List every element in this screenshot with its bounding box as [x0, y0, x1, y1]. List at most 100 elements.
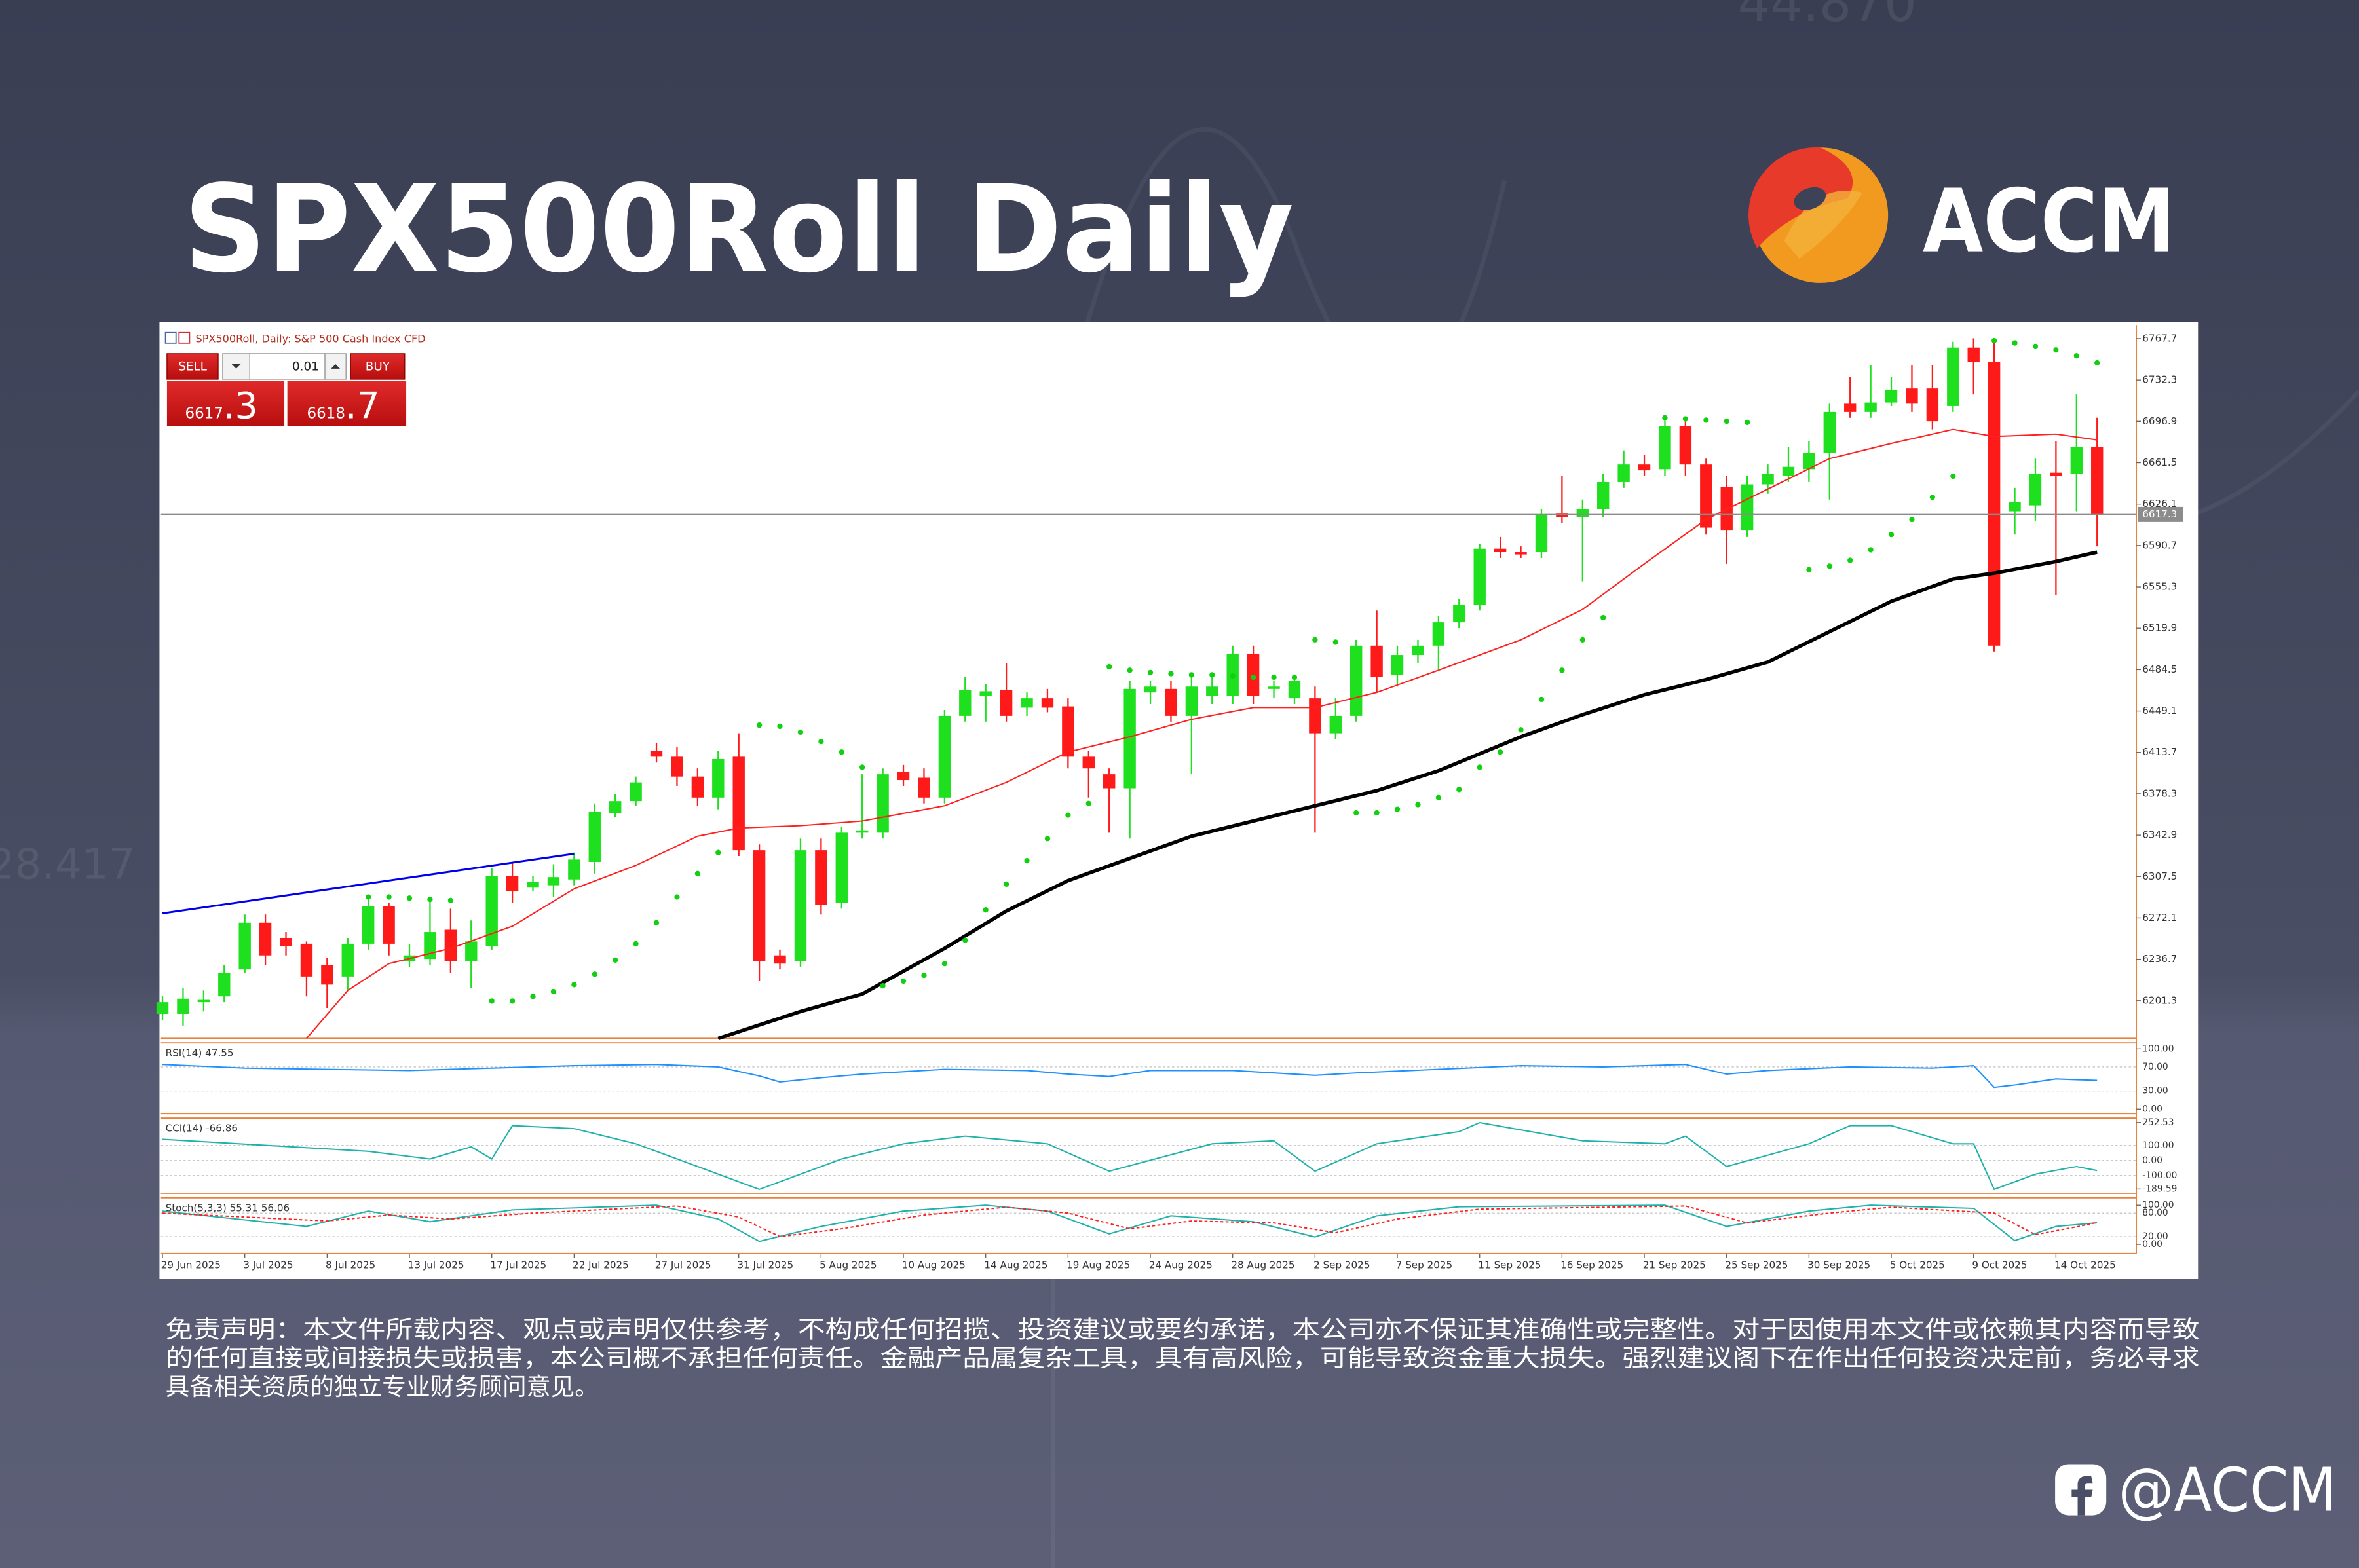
sar-dot	[447, 897, 453, 903]
candle-body	[2009, 502, 2021, 512]
sar-dot	[1662, 415, 1668, 420]
candle-body	[1021, 698, 1033, 708]
chart-window	[159, 322, 2199, 1279]
sar-dot	[366, 894, 371, 900]
x-tick-label: 21 Sep 2025	[1643, 1260, 1706, 1271]
price-tag	[2138, 506, 2183, 522]
y-tick-label: 6272.1	[2142, 912, 2177, 924]
sar-dot	[921, 972, 927, 979]
candle-body	[959, 690, 972, 716]
price-tag-label: 6617.3	[2142, 508, 2177, 520]
disclaimer: 免责声明：本文件所载内容、观点或声明仅供参考，不构成任何招揽、投资建议或要约承诺…	[166, 1315, 2200, 1400]
candle-body	[1453, 605, 1465, 623]
candle-body	[1679, 426, 1692, 465]
sar-dot	[983, 907, 989, 913]
x-tick-label: 7 Sep 2025	[1396, 1260, 1452, 1271]
chart-title: SPX500Roll, Daily: S&P 500 Cash Index CF…	[196, 333, 426, 345]
y-tick-label: 6449.1	[2142, 705, 2177, 717]
y-tick-label: -100.00	[2142, 1170, 2177, 1181]
sar-dot	[715, 849, 721, 855]
candle-body	[1144, 686, 1157, 693]
candle-body	[1638, 464, 1651, 471]
sar-dot	[2073, 353, 2079, 359]
candle-body	[1041, 698, 1054, 708]
buy-price-box[interactable]	[287, 381, 407, 426]
x-tick-label: 28 Aug 2025	[1231, 1260, 1294, 1271]
sar-dot	[962, 937, 968, 943]
y-tick-label: 20.00	[2142, 1231, 2168, 1242]
candle-body	[1123, 688, 1136, 789]
y-tick-label: 6626.1	[2142, 498, 2177, 510]
x-tick-label: 9 Oct 2025	[1972, 1260, 2027, 1271]
logo-mark	[1748, 147, 1889, 283]
candle-body	[815, 850, 827, 906]
buy-button[interactable]	[350, 353, 406, 380]
x-tick-label: 31 Jul 2025	[737, 1260, 793, 1271]
y-tick-label: 6201.3	[2142, 994, 2177, 1006]
sar-dot	[674, 894, 680, 900]
candle-body	[1556, 513, 1568, 517]
sar-dot	[859, 764, 865, 770]
candle-body	[1391, 655, 1404, 675]
y-tick-label: 252.53	[2142, 1117, 2174, 1128]
chart-header: SPX500Roll, Daily: S&P 500 Cash Index CF…	[164, 331, 426, 345]
y-tick-label: 6661.5	[2142, 457, 2177, 468]
indicator-line	[162, 1064, 2098, 1089]
candle-body	[568, 859, 580, 880]
candle-body	[877, 774, 889, 833]
sar-dot	[653, 920, 660, 925]
sar-dot	[1312, 637, 1318, 643]
candle-body	[1617, 464, 1630, 482]
y-tick-label: 6342.9	[2142, 829, 2177, 841]
sar-dot	[797, 729, 804, 736]
y-tick-label: 6484.5	[2142, 663, 2177, 675]
candle-body	[1741, 484, 1754, 531]
candle-body	[280, 937, 292, 946]
sar-dot	[1456, 787, 1462, 793]
sar-dot	[1374, 810, 1380, 816]
candle-body	[1988, 362, 2001, 646]
candle-body	[362, 906, 375, 944]
sar-dot	[571, 982, 577, 988]
x-tick-label: 5 Aug 2025	[820, 1260, 877, 1271]
background-number: 28.417	[0, 840, 136, 889]
sell-button[interactable]	[166, 353, 219, 380]
candle-body	[506, 876, 519, 891]
overlay-line	[717, 550, 2098, 1041]
lot-input[interactable]	[249, 353, 326, 380]
sar-dot	[1682, 416, 1689, 422]
candle-body	[1803, 453, 1815, 470]
sell-price-box[interactable]	[166, 381, 285, 426]
candle-body	[712, 758, 725, 798]
candle-body	[341, 943, 354, 977]
y-tick-label: 30.00	[2142, 1086, 2168, 1096]
candle-body	[1576, 508, 1589, 517]
sar-dot	[2094, 360, 2100, 366]
sar-dot	[839, 749, 844, 755]
x-tick-label: 3 Jul 2025	[243, 1260, 293, 1271]
sar-dot	[1147, 669, 1154, 675]
candle-body	[1947, 347, 1959, 406]
price-part: .7	[345, 385, 380, 427]
y-tick-label: 0.00	[2142, 1155, 2162, 1166]
sar-dot	[633, 941, 639, 947]
sar-dot	[880, 983, 886, 989]
x-tick-label: 13 Jul 2025	[408, 1260, 464, 1271]
background-number: 44.870	[1738, 0, 1917, 33]
candle-body	[1412, 645, 1424, 656]
sar-dot	[592, 971, 597, 977]
panel-title: CCI(14) -66.86	[166, 1123, 238, 1134]
candle-body	[383, 906, 395, 944]
sar-dot	[1847, 557, 1853, 563]
x-tick-label: 14 Aug 2025	[984, 1260, 1047, 1271]
candle-body	[1000, 690, 1013, 716]
candle-body	[856, 830, 869, 833]
candle-body	[300, 943, 313, 977]
sar-dot	[1435, 794, 1442, 800]
sar-dot	[1168, 671, 1174, 677]
sar-dot	[1909, 516, 1915, 523]
sar-dot	[818, 739, 824, 745]
sar-dot	[1991, 337, 1997, 344]
sar-dot	[1888, 532, 1895, 538]
